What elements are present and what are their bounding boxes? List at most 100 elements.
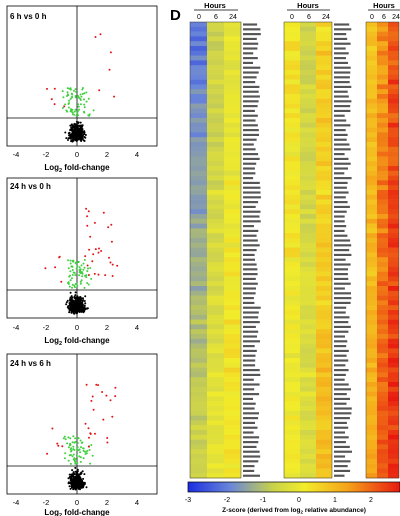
heatmap-cell: [300, 74, 316, 80]
row-label-glyph: [334, 172, 345, 175]
heatmap-cell: [366, 55, 377, 61]
point: [66, 87, 69, 90]
heatmap-cell: [377, 132, 388, 138]
heatmap-frame: [189, 21, 242, 479]
heatmap-cell: [366, 348, 377, 354]
point: [69, 298, 71, 301]
point: [68, 285, 71, 288]
heatmap-cell: [207, 55, 224, 61]
heatmap-cell: [388, 238, 399, 244]
row-label-glyph: [334, 201, 348, 204]
heatmap-cell: [377, 444, 388, 450]
heatmap-cell: [377, 22, 388, 28]
point: [85, 100, 88, 103]
row-label-glyph: [243, 157, 260, 160]
point: [84, 295, 87, 298]
heatmap-cell: [300, 454, 316, 460]
point: [67, 106, 70, 109]
point: [74, 138, 76, 140]
heatmap-cell: [366, 276, 377, 282]
heatmap-cell: [388, 103, 399, 109]
column-tick: 6: [307, 14, 311, 21]
heatmap-cell: [366, 238, 377, 244]
heatmap-cell: [207, 401, 224, 407]
heatmap-cell: [316, 410, 332, 416]
heatmap-cell: [284, 65, 300, 71]
point: [62, 96, 65, 99]
heatmap-cell: [388, 233, 399, 239]
heatmap-cell: [366, 180, 377, 186]
point: [68, 131, 71, 134]
point: [66, 91, 69, 94]
point: [74, 440, 77, 443]
point: [81, 93, 84, 95]
heatmap-cell: [388, 410, 399, 416]
heatmap-cell: [377, 468, 388, 474]
point: [87, 114, 90, 117]
point: [69, 473, 72, 476]
heatmap-cell: [300, 127, 316, 133]
heatmap-cell: [300, 252, 316, 258]
heatmap-cell: [207, 161, 224, 167]
colorbar-tick: -3: [185, 497, 191, 504]
point: [82, 87, 84, 89]
row-label-glyph: [243, 85, 260, 88]
row-label-glyph: [243, 474, 260, 477]
point: [76, 112, 79, 114]
row-label-glyph: [243, 249, 257, 252]
point: [72, 307, 75, 310]
row-label-glyph: [334, 167, 348, 170]
heatmap-cell: [388, 295, 399, 301]
heatmap-cell: [190, 281, 207, 287]
heatmap-cell: [300, 314, 316, 320]
point: [67, 283, 70, 285]
heatmap-cell: [190, 338, 207, 344]
row-label-glyph: [334, 349, 349, 352]
heatmap-cell: [300, 218, 316, 224]
heatmap-cell: [190, 252, 207, 258]
heatmap-cell: [284, 391, 300, 397]
heatmap-cell: [316, 348, 332, 354]
heatmap-cell: [377, 185, 388, 191]
heatmap-cell: [300, 257, 316, 263]
heatmap-cell: [284, 127, 300, 133]
heatmap-cell: [300, 137, 316, 143]
row-label-glyph: [243, 388, 255, 391]
heatmap-cell: [388, 65, 399, 71]
heatmap-cell: [388, 406, 399, 412]
heatmap-cell: [366, 434, 377, 440]
heatmap-cell: [300, 108, 316, 114]
heatmap-cell: [207, 180, 224, 186]
row-label-glyph: [334, 253, 352, 256]
heatmap-cell: [316, 430, 332, 436]
heatmap-cell: [316, 439, 332, 445]
heatmap-cell: [284, 55, 300, 61]
heatmap-cell: [388, 358, 399, 364]
heatmap-cell: [377, 118, 388, 124]
heatmap-cell: [316, 271, 332, 277]
point: [76, 442, 79, 444]
point: [71, 469, 74, 472]
point: [78, 268, 81, 271]
row-label-glyph: [334, 388, 351, 391]
heatmap-cell: [284, 247, 300, 253]
point: [78, 297, 81, 300]
heatmap-cell: [366, 89, 377, 95]
heatmap-cell: [207, 214, 224, 220]
heatmap-cell: [388, 362, 399, 368]
heatmap-cell: [300, 31, 316, 37]
heatmap-cell: [388, 118, 399, 124]
row-label-glyph: [334, 119, 347, 122]
row-label-glyph: [243, 37, 257, 40]
heatmap-cell: [300, 46, 316, 52]
plot-frame: [6, 353, 158, 495]
heatmap-cell: [284, 324, 300, 330]
heatmap-cell: [284, 334, 300, 340]
heatmap-cell: [190, 319, 207, 325]
heatmap-cell: [377, 180, 388, 186]
point: [67, 137, 70, 140]
heatmap-cell: [388, 137, 399, 143]
heatmap-cell: [366, 84, 377, 90]
heatmap-cell: [366, 310, 377, 316]
